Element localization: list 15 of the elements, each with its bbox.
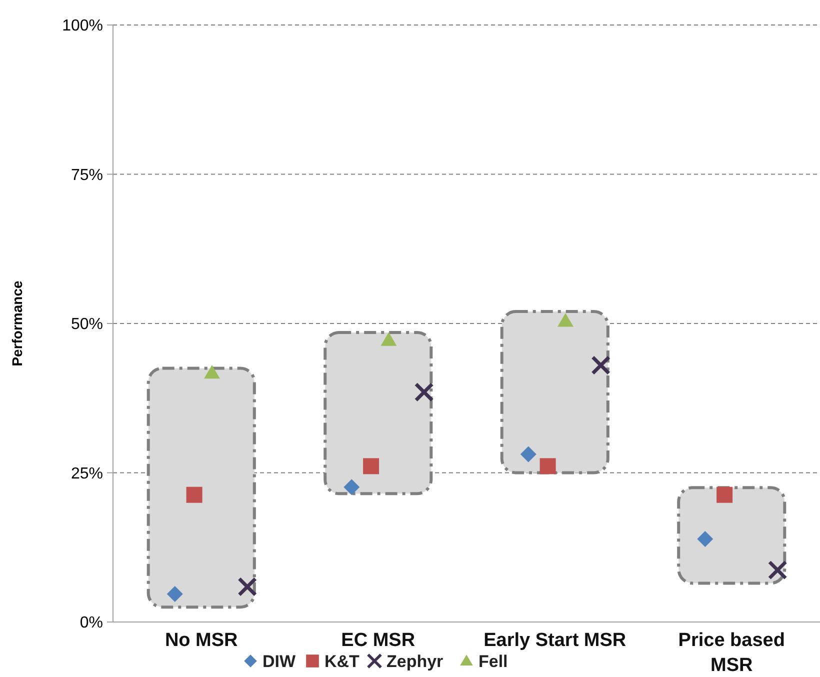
y-tick-label: 75% (70, 166, 103, 184)
legend-label: DIW (262, 652, 296, 671)
y-tick-label: 50% (70, 316, 103, 334)
y-tick-label: 100% (62, 18, 103, 35)
legend-label: Zephyr (386, 652, 444, 671)
x-tick-label: Early Start MSR (484, 630, 626, 651)
y-tick-label: 25% (70, 465, 103, 482)
y-axis-title: Performance (9, 280, 25, 366)
x-tick-label: No MSR (164, 630, 238, 651)
legend-label: K&T (324, 652, 360, 671)
bar (677, 486, 786, 585)
x-tick-label: Price based MSR (678, 630, 785, 676)
y-tick-label: 0% (80, 614, 103, 632)
x-tick-label: EC MSR (341, 630, 416, 651)
legend-label: Fell (478, 652, 508, 671)
